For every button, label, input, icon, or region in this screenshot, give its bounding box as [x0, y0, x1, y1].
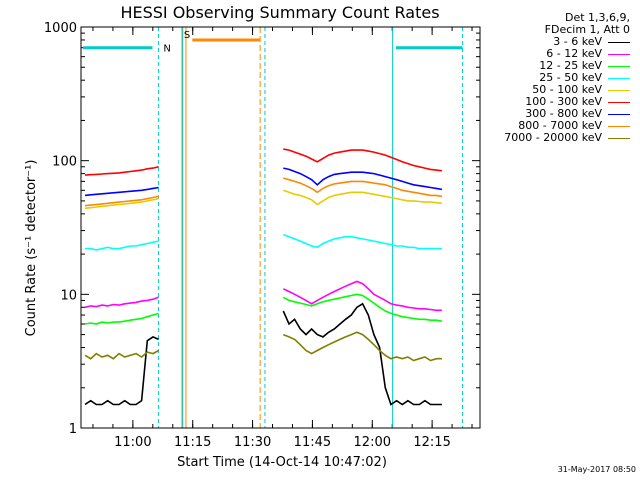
x-tick-label: 11:00: [114, 435, 151, 450]
legend-item: 100 - 300 keV: [486, 96, 630, 108]
y-tick-label: 1000: [44, 21, 77, 36]
legend: Det 1,3,6,9, FDecim 1, Att 0 3 - 6 keV 6 …: [486, 12, 630, 144]
y-tick-label: 10: [60, 288, 77, 303]
legend-swatch: [608, 125, 630, 127]
x-tick-label: 12:00: [354, 435, 391, 450]
legend-label: 50 - 100 keV: [532, 83, 602, 96]
legend-swatch: [608, 53, 630, 55]
x-tick-label: 11:30: [234, 435, 271, 450]
legend-swatch: [608, 113, 630, 115]
x-tick-label: 12:15: [413, 435, 450, 450]
legend-header-line-1: Det 1,3,6,9,: [564, 11, 630, 24]
series-line: [84, 177, 443, 207]
series-line: [84, 189, 442, 210]
x-axis-label: Start Time (14-Oct-14 10:47:02): [177, 455, 387, 470]
legend-label: 3 - 6 keV: [553, 35, 602, 48]
series-line: [84, 167, 443, 197]
legend-label: 800 - 7000 keV: [518, 119, 602, 132]
legend-item: 6 - 12 keV: [486, 48, 630, 60]
timestamp: 31-May-2017 08:50: [557, 465, 636, 474]
legend-item: 7000 - 20000 keV: [486, 132, 630, 144]
y-tick-label: 100: [52, 155, 77, 170]
series-line: [84, 293, 443, 325]
plot-frame: [80, 26, 481, 429]
legend-label: 12 - 25 keV: [539, 59, 602, 72]
series-line: [84, 280, 442, 312]
chart-marks: 1 10 100 1000 11:00 11:15 11:30 11:45 12:00 12:15…: [44, 21, 480, 450]
legend-item: 12 - 25 keV: [486, 60, 630, 72]
saa-label: S: [184, 30, 190, 41]
legend-item: 300 - 800 keV: [486, 108, 630, 120]
legend-swatch: [608, 65, 630, 67]
x-tick-label: 11:45: [294, 435, 331, 450]
legend-header-line-2: FDecim 1, Att 0: [544, 23, 630, 36]
y-tick-label: 1: [69, 422, 77, 437]
legend-label: 6 - 12 keV: [546, 47, 602, 60]
y-axis-label: Count Rate (s⁻¹ detector⁻¹): [24, 160, 39, 337]
chart-title: HESSI Observing Summary Count Rates: [120, 3, 439, 22]
x-tick-label: 11:15: [174, 435, 211, 450]
legend-label: 300 - 800 keV: [525, 107, 602, 120]
legend-label: 25 - 50 keV: [539, 71, 602, 84]
legend-item: 50 - 100 keV: [486, 84, 630, 96]
legend-label: 7000 - 20000 keV: [504, 131, 602, 144]
series-line: [85, 233, 442, 251]
legend-swatch: [608, 137, 630, 139]
night-label: N: [163, 44, 170, 55]
legend-swatch: [608, 101, 630, 103]
series-line: [84, 302, 442, 406]
legend-swatch: [608, 41, 630, 43]
legend-item: 3 - 6 keV: [486, 36, 630, 48]
legend-label: 100 - 300 keV: [525, 95, 602, 108]
legend-swatch: [608, 77, 630, 79]
legend-item: 25 - 50 keV: [486, 72, 630, 84]
series-line: [84, 331, 442, 362]
series-line: [84, 148, 442, 176]
legend-item: 800 - 7000 keV: [486, 120, 630, 132]
legend-swatch: [608, 89, 630, 91]
